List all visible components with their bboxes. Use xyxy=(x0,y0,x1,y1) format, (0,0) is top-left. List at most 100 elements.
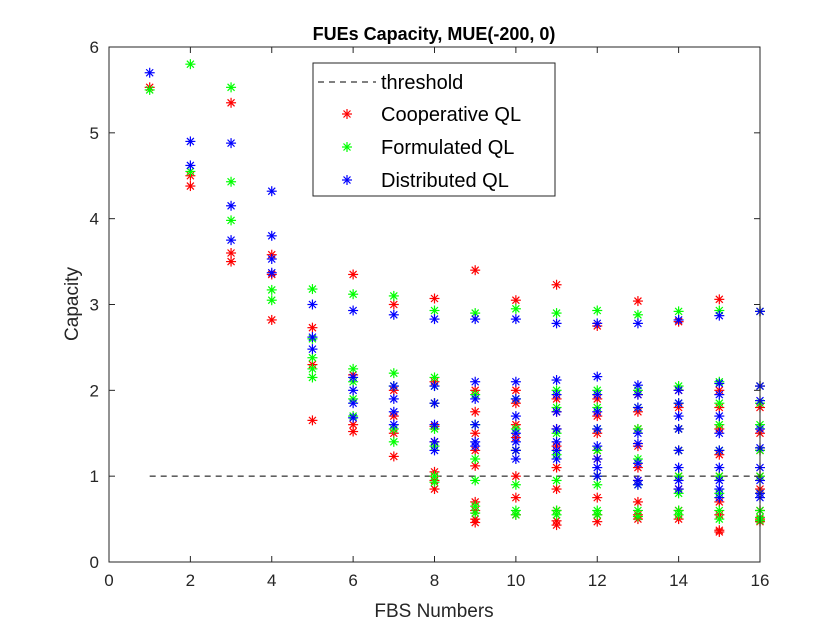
point-distributed-ql xyxy=(388,381,399,392)
point-distributed-ql xyxy=(632,479,643,490)
point-formulated-ql xyxy=(307,352,318,363)
legend-label-formulated-ql: Formulated QL xyxy=(381,137,514,159)
point-cooperative-ql xyxy=(470,406,481,417)
point-distributed-ql xyxy=(592,318,603,329)
point-distributed-ql xyxy=(673,423,684,434)
point-distributed-ql xyxy=(266,186,277,197)
point-distributed-ql xyxy=(348,412,359,423)
legend-item-formulated-ql: Formulated QL xyxy=(342,137,514,159)
point-formulated-ql xyxy=(348,363,359,374)
point-cooperative-ql xyxy=(348,426,359,437)
point-formulated-ql xyxy=(632,511,643,522)
point-formulated-ql xyxy=(714,419,725,430)
point-distributed-ql xyxy=(592,389,603,400)
point-distributed-ql xyxy=(551,445,562,456)
point-distributed-ql xyxy=(673,484,684,495)
point-distributed-ql xyxy=(470,314,481,325)
y-tick-label: 5 xyxy=(90,124,99,143)
point-formulated-ql xyxy=(714,514,725,525)
point-formulated-ql xyxy=(307,284,318,295)
point-distributed-ql xyxy=(429,381,440,392)
legend: threshold Cooperative QL Formulated QL Dist… xyxy=(312,62,556,197)
point-formulated-ql xyxy=(510,303,521,314)
scatter-series-group xyxy=(144,59,765,537)
point-formulated-ql xyxy=(510,509,521,520)
point-formulated-ql xyxy=(510,479,521,490)
point-distributed-ql xyxy=(348,398,359,409)
point-formulated-ql xyxy=(226,215,237,226)
point-cooperative-ql xyxy=(714,294,725,305)
legend-swatch-formulated-ql xyxy=(342,142,352,152)
point-distributed-ql xyxy=(673,314,684,325)
point-formulated-ql xyxy=(551,509,562,520)
point-cooperative-ql xyxy=(307,322,318,333)
point-distributed-ql xyxy=(429,445,440,456)
point-formulated-ql xyxy=(470,454,481,464)
point-cooperative-ql xyxy=(307,415,318,426)
y-tick-label: 2 xyxy=(90,381,99,400)
point-distributed-ql xyxy=(632,428,643,439)
point-cooperative-ql xyxy=(470,265,481,276)
y-tick-label: 4 xyxy=(90,210,99,229)
point-formulated-ql xyxy=(673,509,684,520)
point-distributed-ql xyxy=(307,332,318,343)
point-formulated-ql xyxy=(348,289,359,300)
point-cooperative-ql xyxy=(632,296,643,307)
point-formulated-ql xyxy=(592,305,603,316)
point-distributed-ql xyxy=(673,475,684,486)
point-distributed-ql xyxy=(348,305,359,316)
point-cooperative-ql xyxy=(348,269,359,280)
point-distributed-ql xyxy=(266,230,277,241)
point-distributed-ql xyxy=(470,393,481,404)
point-formulated-ql xyxy=(592,479,603,490)
point-formulated-ql xyxy=(307,372,318,383)
point-distributed-ql xyxy=(673,398,684,409)
point-distributed-ql xyxy=(429,436,440,447)
point-cooperative-ql xyxy=(226,97,237,108)
point-cooperative-ql xyxy=(714,526,725,537)
point-distributed-ql xyxy=(551,375,562,386)
point-distributed-ql xyxy=(226,138,237,149)
point-distributed-ql xyxy=(673,411,684,422)
point-distributed-ql xyxy=(714,389,725,400)
point-distributed-ql xyxy=(714,310,725,321)
point-cooperative-ql xyxy=(429,293,440,304)
point-distributed-ql xyxy=(551,318,562,329)
y-tick-label: 0 xyxy=(90,553,99,572)
legend-box xyxy=(312,62,556,197)
point-distributed-ql xyxy=(510,314,521,325)
y-tick-label: 3 xyxy=(90,296,99,315)
point-cooperative-ql xyxy=(470,428,481,439)
point-distributed-ql xyxy=(551,454,562,464)
point-distributed-ql xyxy=(714,475,725,486)
point-cooperative-ql xyxy=(551,462,562,473)
point-distributed-ql xyxy=(632,389,643,400)
legend-swatch-distributed-ql xyxy=(342,175,352,185)
x-tick-label: 12 xyxy=(588,571,607,590)
x-tick-label: 8 xyxy=(430,571,439,590)
point-formulated-ql xyxy=(429,372,440,383)
point-distributed-ql xyxy=(714,484,725,495)
point-distributed-ql xyxy=(551,389,562,400)
x-tick-label: 10 xyxy=(506,571,525,590)
point-distributed-ql xyxy=(185,136,196,147)
point-cooperative-ql xyxy=(551,484,562,495)
point-distributed-ql xyxy=(226,200,237,211)
point-distributed-ql xyxy=(673,462,684,473)
point-distributed-ql xyxy=(470,419,481,430)
x-axis-label: FBS Numbers xyxy=(374,601,493,622)
point-cooperative-ql xyxy=(266,314,277,325)
point-distributed-ql xyxy=(510,454,521,464)
point-distributed-ql xyxy=(307,344,318,355)
legend-label-cooperative-ql: Cooperative QL xyxy=(381,104,521,126)
legend-items: threshold Cooperative QL Formulated QL Dist… xyxy=(318,72,521,192)
point-formulated-ql xyxy=(388,290,399,301)
point-distributed-ql xyxy=(266,267,277,278)
point-distributed-ql xyxy=(470,376,481,387)
point-formulated-ql xyxy=(470,475,481,486)
point-cooperative-ql xyxy=(470,517,481,528)
y-tick-label: 1 xyxy=(90,467,99,486)
point-cooperative-ql xyxy=(510,385,521,396)
point-cooperative-ql xyxy=(632,496,643,507)
